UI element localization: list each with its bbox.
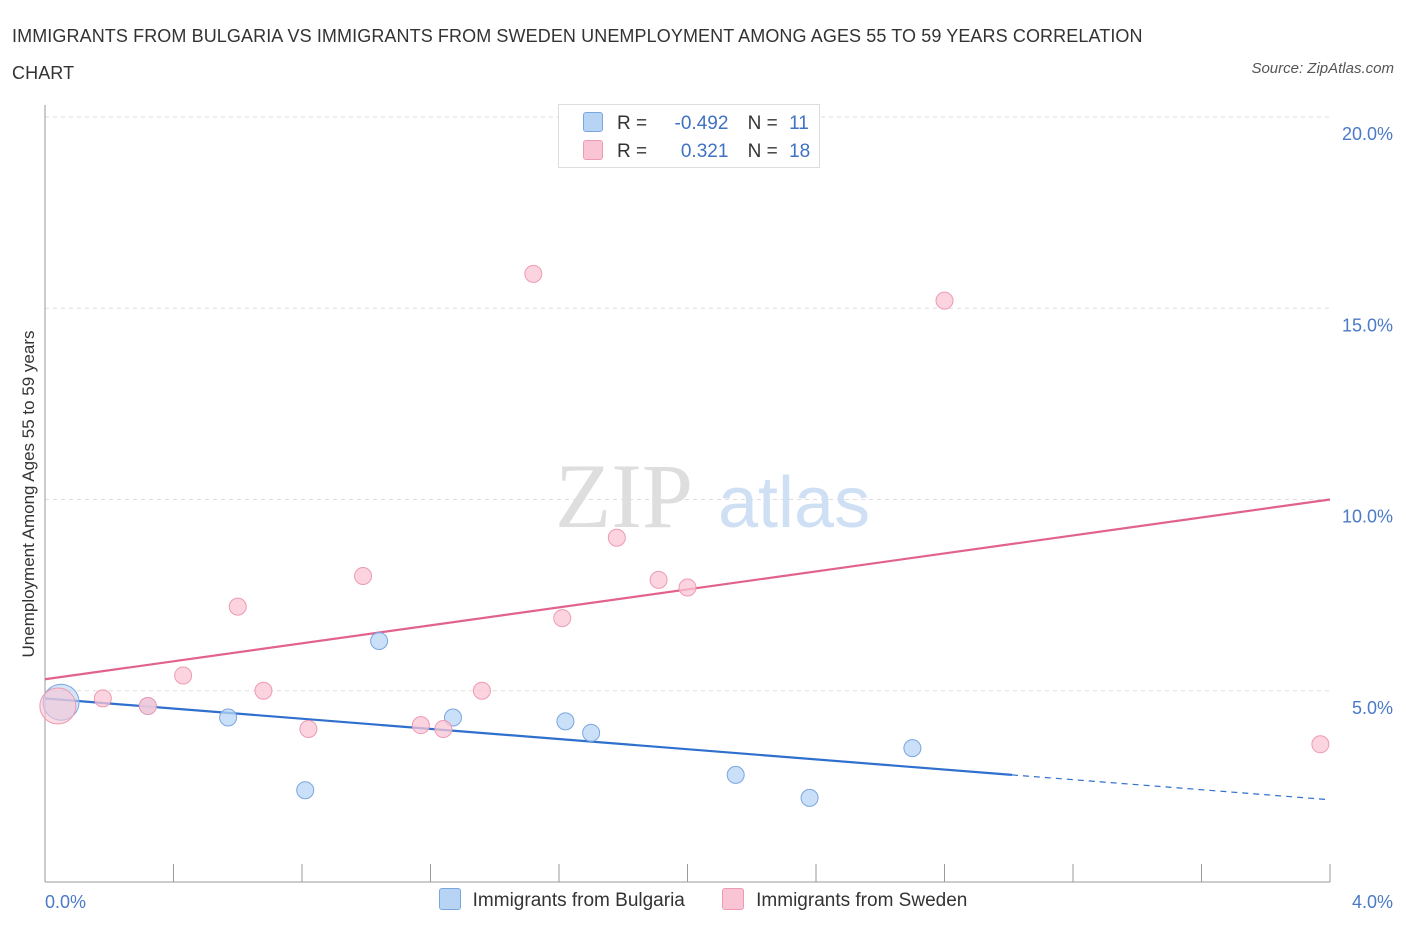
legend-item-sweden: Immigrants from Sweden (722, 888, 967, 912)
point-sweden (607, 528, 626, 547)
source-credit: Source: ZipAtlas.com (1251, 60, 1394, 77)
point-sweden (254, 681, 273, 700)
point-sweden (434, 720, 453, 738)
y-tick-label: 5.0% (1352, 698, 1393, 718)
legend-label-sweden: Immigrants from Sweden (756, 890, 968, 911)
legend-r-value: -0.492 (674, 113, 729, 134)
legend-swatch-sweden (583, 140, 603, 160)
point-bulgaria (800, 788, 819, 807)
point-bulgaria (443, 708, 462, 727)
series-legend: Immigrants from Bulgaria Immigrants from… (0, 888, 1406, 912)
y-tick-label: 20.0% (1342, 124, 1393, 144)
x-tick-label: 4.0% (1352, 892, 1393, 912)
point-sweden (678, 578, 697, 597)
stats-legend: R = -0.492 N = 11 R = 0.321 N = 18 (558, 104, 820, 168)
legend-swatch-sweden (722, 888, 745, 910)
data-points (39, 264, 1330, 807)
point-bulgaria (556, 712, 575, 731)
legend-n-value: 11 (789, 113, 809, 134)
legend-item-bulgaria: Immigrants from Bulgaria (438, 888, 685, 912)
point-sweden (354, 567, 373, 585)
point-sweden (39, 687, 77, 725)
y-tick-label: 15.0% (1342, 315, 1393, 335)
trend-line-bulgaria (44, 697, 1013, 776)
point-sweden (411, 716, 430, 735)
axes (44, 105, 1331, 883)
x-tick-label: 0.0% (45, 892, 86, 912)
point-bulgaria (219, 708, 238, 727)
point-sweden (1311, 735, 1330, 754)
y-axis-label: Unemployment Among Ages 55 to 59 years (19, 331, 38, 658)
point-sweden (174, 666, 193, 685)
point-bulgaria (726, 765, 745, 784)
point-sweden (138, 697, 157, 716)
point-sweden (524, 264, 543, 283)
point-bulgaria (582, 723, 601, 742)
legend-swatch-bulgaria (583, 112, 603, 132)
point-sweden (228, 597, 247, 616)
legend-row-sweden: R = 0.321 N = 18 (583, 140, 810, 166)
chart-title: IMMIGRANTS FROM BULGARIA VS IMMIGRANTS F… (12, 26, 1143, 83)
legend-n-label: N = (747, 141, 778, 162)
legend-n-label: N = (747, 113, 778, 134)
point-sweden (93, 689, 112, 708)
legend-n-value: 18 (789, 141, 811, 162)
watermark: ZIP atlas (555, 445, 870, 547)
legend-r-label: R = (617, 113, 648, 134)
y-tick-label: 10.0% (1342, 507, 1393, 527)
point-sweden (649, 570, 668, 589)
legend-row-bulgaria: R = -0.492 N = 11 (583, 112, 809, 138)
point-sweden (472, 681, 491, 700)
point-bulgaria (903, 739, 922, 758)
trend-line-bulgaria-extension (1011, 774, 1331, 801)
legend-swatch-bulgaria (438, 888, 461, 910)
legend-label-bulgaria: Immigrants from Bulgaria (472, 890, 685, 911)
watermark-zip: ZIP (555, 445, 693, 547)
point-sweden (299, 720, 318, 738)
point-bulgaria (296, 781, 315, 800)
point-bulgaria (370, 632, 389, 651)
watermark-atlas: atlas (718, 463, 870, 543)
legend-r-label: R = (617, 141, 648, 162)
point-sweden (553, 609, 572, 628)
legend-r-value: 0.321 (680, 141, 729, 162)
point-sweden (935, 291, 954, 310)
tick-labels: 5.0% 10.0% 15.0% 20.0% 0.0% 4.0% (45, 124, 1393, 912)
